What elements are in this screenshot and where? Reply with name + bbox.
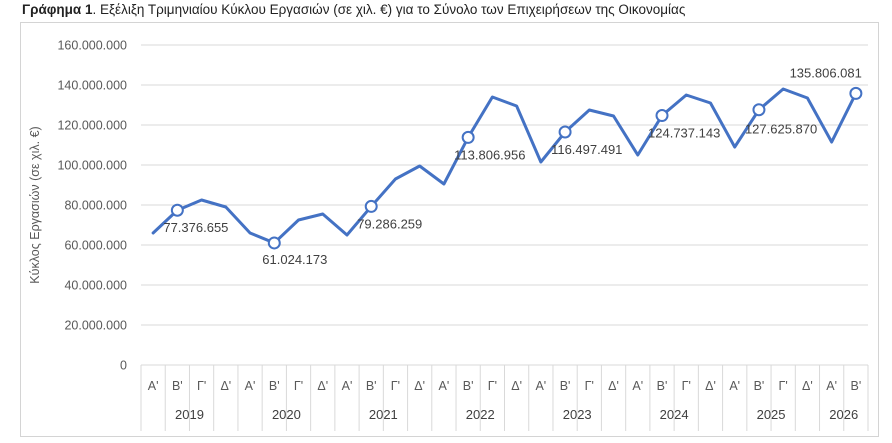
x-tick-label: Α' xyxy=(148,379,159,393)
data-label: 116.497.491 xyxy=(551,142,622,157)
data-point-marker xyxy=(752,103,766,117)
x-year-label: 2023 xyxy=(563,407,592,422)
x-tick-label: Δ' xyxy=(705,379,716,393)
x-year-label: 2025 xyxy=(757,407,786,422)
data-point-marker xyxy=(655,109,669,123)
data-label: 135.806.081 xyxy=(790,65,862,80)
x-tick-label: Α' xyxy=(729,379,740,393)
y-tick-label: 100.000.000 xyxy=(57,159,127,173)
y-tick-label: 120.000.000 xyxy=(57,119,127,133)
data-label: 61.024.173 xyxy=(262,252,327,267)
data-label: 127.625.870 xyxy=(745,122,817,137)
x-tick-label: Γ' xyxy=(391,379,400,393)
x-year-label: 2020 xyxy=(272,407,301,422)
data-point-marker xyxy=(461,130,475,144)
y-tick-label: 160.000.000 xyxy=(57,39,127,53)
figure-caption-text: . Εξέλιξη Τριμηνιαίου Κύκλου Εργασιών (σ… xyxy=(92,2,686,17)
x-tick-label: Α' xyxy=(535,379,546,393)
x-tick-label: Δ' xyxy=(220,379,231,393)
x-tick-label: Γ' xyxy=(197,379,206,393)
x-tick-label: Β' xyxy=(560,379,571,393)
x-tick-label: Α' xyxy=(342,379,353,393)
data-point-marker xyxy=(558,125,572,139)
x-tick-label: Β' xyxy=(172,379,183,393)
data-point-marker xyxy=(267,236,281,250)
x-tick-label: Β' xyxy=(463,379,474,393)
x-tick-label: Δ' xyxy=(317,379,328,393)
x-tick-label: Β' xyxy=(269,379,280,393)
data-label: 79.286.259 xyxy=(357,216,422,231)
y-tick-label: 140.000.000 xyxy=(57,79,127,93)
x-tick-label: Δ' xyxy=(608,379,619,393)
x-tick-label: Δ' xyxy=(414,379,425,393)
data-label: 113.806.956 xyxy=(454,147,525,162)
x-tick-label: Α' xyxy=(439,379,450,393)
series-line xyxy=(151,87,858,245)
x-year-label: 2019 xyxy=(175,407,204,422)
figure-caption: Γράφημα 1. Εξέλιξη Τριμηνιαίου Κύκλου Ερ… xyxy=(22,2,685,17)
x-tick-label: Γ' xyxy=(779,379,788,393)
chart-frame: 0 20.000.000 40.000.000 60.000.000 80.000.00… xyxy=(20,22,879,437)
line-chart: 0 20.000.000 40.000.000 60.000.000 80.000.00… xyxy=(28,39,869,431)
data-label: 124.737.143 xyxy=(648,126,720,141)
x-tick-label: Γ' xyxy=(585,379,594,393)
x-year-label: 2026 xyxy=(829,407,858,422)
data-point-marker xyxy=(849,86,863,100)
x-tick-label: Β' xyxy=(657,379,668,393)
x-tick-label: Α' xyxy=(826,379,837,393)
figure-caption-lead: Γράφημα 1 xyxy=(22,2,93,17)
x-tick-label: Β' xyxy=(851,379,862,393)
data-point-marker xyxy=(170,203,184,217)
x-tick-label: Β' xyxy=(366,379,377,393)
y-tick-label: 40.000.000 xyxy=(64,279,127,293)
data-label: 77.376.655 xyxy=(163,220,228,235)
x-tick-label: Γ' xyxy=(488,379,497,393)
x-tick-label: Γ' xyxy=(682,379,691,393)
y-tick-label: 0 xyxy=(120,359,127,373)
x-year-label: 2022 xyxy=(466,407,495,422)
data-point-marker xyxy=(364,199,378,213)
y-tick-label: 80.000.000 xyxy=(64,199,127,213)
x-tick-label: Α' xyxy=(632,379,643,393)
x-tick-label: Δ' xyxy=(802,379,813,393)
x-tick-label: Α' xyxy=(245,379,256,393)
x-tick-label: Δ' xyxy=(511,379,522,393)
x-year-label: 2021 xyxy=(369,407,398,422)
x-year-label: 2024 xyxy=(660,407,689,422)
x-tick-label: Γ' xyxy=(294,379,303,393)
y-tick-label: 20.000.000 xyxy=(64,319,127,333)
x-tick-label: Β' xyxy=(754,379,765,393)
y-tick-label: 60.000.000 xyxy=(64,239,127,253)
y-axis-title: Κύκλος Εργασιών (σε χιλ. €) xyxy=(28,126,42,283)
